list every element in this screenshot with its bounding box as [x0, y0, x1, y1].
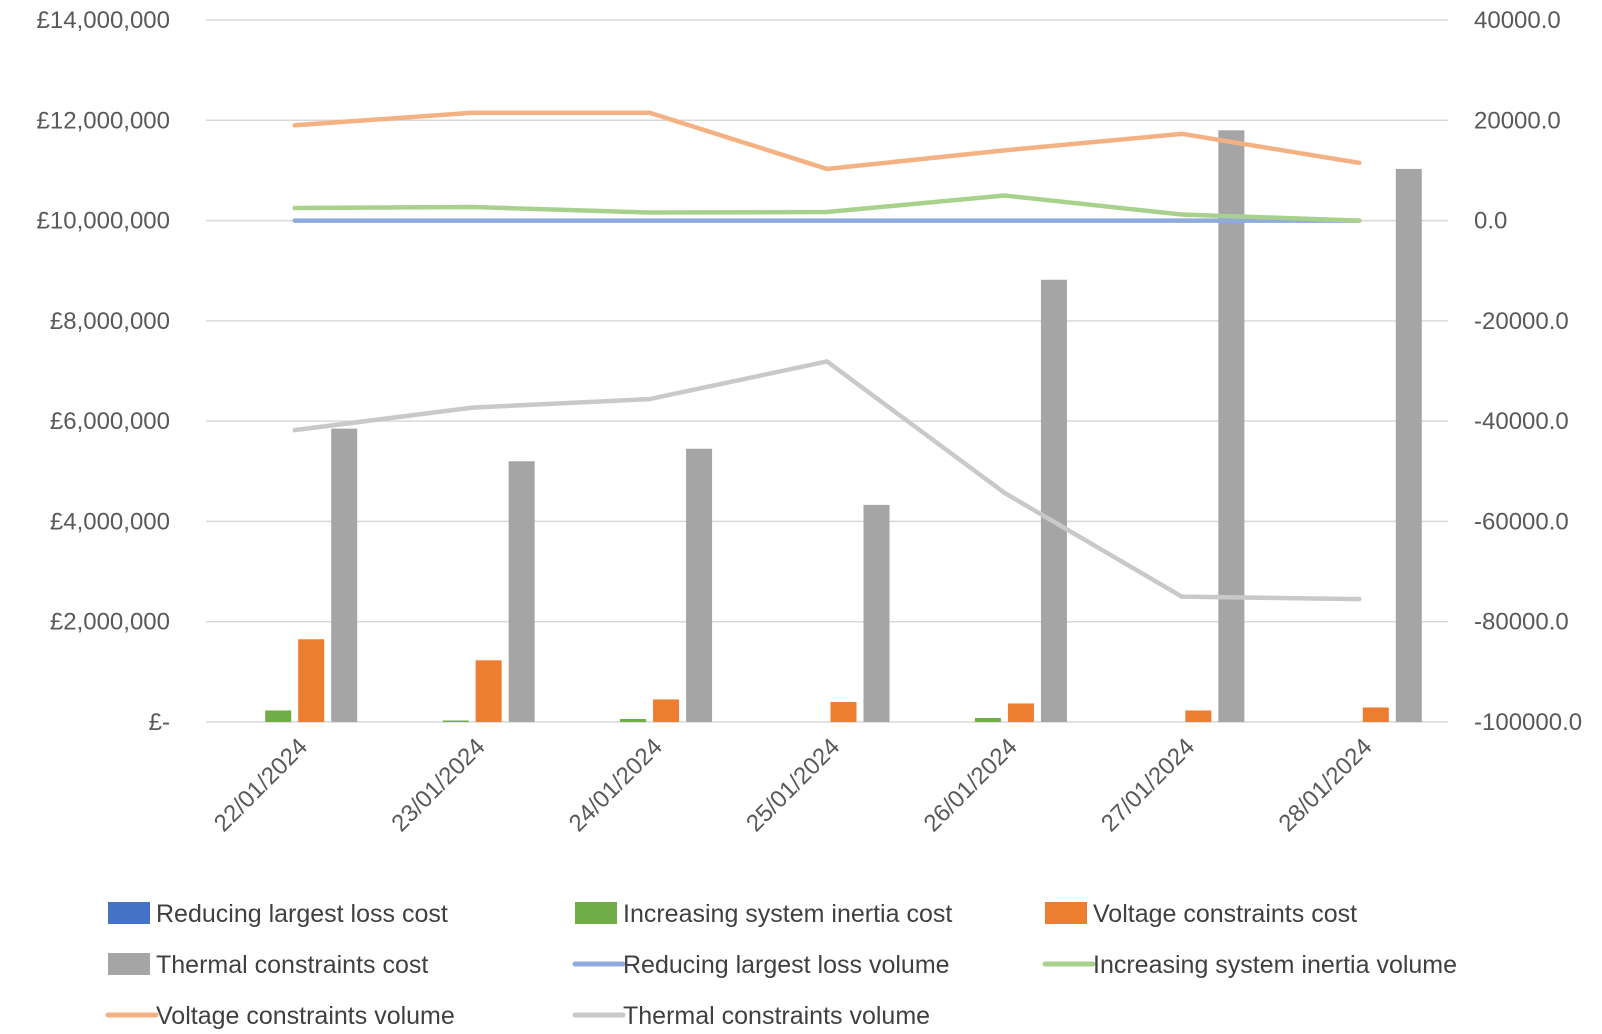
bar-increasing-system-inertia-cost: [620, 718, 647, 722]
y-tick-label: £8,000,000: [50, 308, 170, 335]
y2-tick-label: -100000.0: [1474, 709, 1582, 736]
primary-y-axis: £- £2,000,000 £4,000,000 £6,000,000 £8,000,0…: [37, 7, 170, 736]
y2-tick-label: 40000.0: [1474, 7, 1561, 34]
y-tick-label: £-: [149, 709, 170, 736]
bar-thermal-constraints-cost: [508, 461, 535, 722]
x-axis: 22/01/2024 23/01/2024 24/01/2024 25/01/2024…: [209, 733, 1378, 837]
line-increasing-system-inertia-volume: [292, 193, 1362, 223]
legend-label: Increasing system inertia cost: [623, 900, 952, 928]
legend-label: Reducing largest loss cost: [156, 900, 448, 928]
bar-series-group: [265, 130, 1422, 723]
y2-tick-label: -20000.0: [1474, 308, 1569, 335]
y-tick-label: £12,000,000: [37, 107, 170, 134]
y2-tick-label: -80000.0: [1474, 609, 1569, 636]
bar-voltage-constraints-cost: [475, 660, 502, 722]
bar-thermal-constraints-cost: [863, 504, 890, 722]
bar-voltage-constraints-cost: [653, 699, 680, 722]
y2-tick-label: -40000.0: [1474, 408, 1569, 435]
legend-swatch-bar: [108, 902, 150, 924]
legend-label: Thermal constraints cost: [156, 951, 428, 979]
legend-label: Increasing system inertia volume: [1093, 951, 1457, 979]
bar-voltage-constraints-cost: [830, 701, 857, 722]
bar-increasing-system-inertia-cost: [442, 720, 469, 722]
y2-tick-label: 0.0: [1474, 208, 1507, 235]
y-tick-label: £6,000,000: [50, 408, 170, 435]
gridlines: [206, 19, 1448, 723]
line-voltage-constraints-volume: [292, 110, 1362, 172]
bar-increasing-system-inertia-cost: [974, 717, 1001, 722]
y2-tick-label: 20000.0: [1474, 107, 1561, 134]
legend-label: Voltage constraints volume: [156, 1002, 455, 1029]
bar-voltage-constraints-cost: [298, 639, 325, 722]
bar-thermal-constraints-cost: [1218, 130, 1245, 723]
x-tick-label: 28/01/2024: [1273, 733, 1377, 837]
secondary-y-axis: -100000.0 -80000.0 -60000.0 -40000.0 -20000.…: [1474, 7, 1582, 736]
x-tick-label: 24/01/2024: [564, 733, 668, 837]
x-tick-label: 22/01/2024: [209, 733, 313, 837]
x-tick-label: 25/01/2024: [741, 733, 845, 837]
x-tick-label: 23/01/2024: [386, 733, 490, 837]
bar-thermal-constraints-cost: [1040, 279, 1067, 722]
y-tick-label: £4,000,000: [50, 508, 170, 535]
y-tick-label: £14,000,000: [37, 7, 170, 34]
y-tick-label: £2,000,000: [50, 609, 170, 636]
legend-label: Thermal constraints volume: [623, 1002, 930, 1029]
bar-thermal-constraints-cost: [1395, 168, 1422, 722]
bar-increasing-system-inertia-cost: [265, 710, 292, 722]
legend-swatch-bar: [108, 953, 150, 975]
bar-voltage-constraints-cost: [1007, 703, 1034, 722]
x-tick-label: 26/01/2024: [919, 733, 1023, 837]
legend-label: Voltage constraints cost: [1093, 900, 1357, 928]
bar-thermal-constraints-cost: [686, 448, 713, 722]
line-thermal-constraints-volume: [292, 359, 1362, 602]
bar-voltage-constraints-cost: [1185, 710, 1212, 722]
x-tick-label: 27/01/2024: [1096, 733, 1200, 837]
line-series-group: [292, 110, 1362, 602]
legend-swatch-bar: [575, 902, 617, 924]
legend-label: Reducing largest loss volume: [623, 951, 950, 979]
legend-swatch-bar: [1045, 902, 1087, 924]
legend: Reducing largest loss cost Increasing sys…: [105, 900, 1457, 1030]
bar-voltage-constraints-cost: [1362, 707, 1389, 722]
y-tick-label: £10,000,000: [37, 208, 170, 235]
y2-tick-label: -60000.0: [1474, 508, 1569, 535]
bar-thermal-constraints-cost: [331, 428, 358, 722]
